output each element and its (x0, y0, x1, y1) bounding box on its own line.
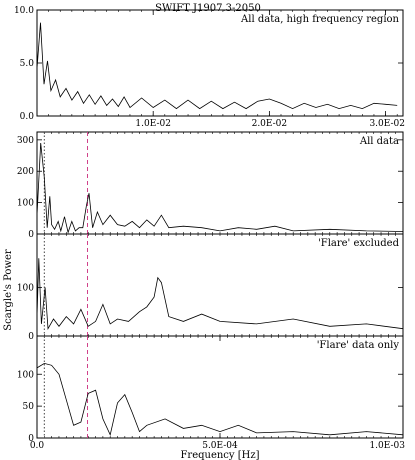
y-tick-label: 0.0 (20, 112, 35, 122)
x-tick-label: 5.0E-04 (202, 441, 238, 451)
x-tick-label: 0.0 (30, 441, 45, 451)
y-axis-label: Scargle's Power (3, 249, 14, 331)
chart-panel-3: 0 100 'Flare' excluded (17, 233, 404, 342)
panel-title: 'Flare' data only (317, 340, 400, 351)
x-tick-label: 2.0E-02 (252, 119, 288, 129)
y-tick-label: 100 (17, 370, 34, 380)
chart-panel-2: 0 100 200 300 All data (17, 131, 404, 240)
y-tick-label: 0 (28, 332, 34, 342)
panel-title: All data, high frequency region (240, 14, 400, 25)
x-tick-label: 3.0E-02 (369, 119, 405, 129)
x-tick-label: 1.0E-02 (135, 119, 171, 129)
y-tick-label: 200 (17, 167, 34, 177)
y-tick-label: 300 (17, 136, 34, 146)
y-tick-label: 0 (28, 230, 34, 240)
power-spectrum-line (36, 362, 404, 437)
plot-frame (36, 233, 404, 337)
y-tick-label: 5.0 (20, 59, 35, 69)
y-tick-label: 100 (17, 283, 34, 293)
y-tick-label: 0 (28, 434, 34, 444)
power-spectrum-line (36, 142, 404, 234)
figure-title: SWIFT J1907.3-2050 (155, 3, 261, 14)
chart-panel-1: 0.0 5.0 10.0 1.0E-02 2.0E-02 3.0E-02 All data,… (14, 6, 405, 129)
chart-panel-4: 0 50 100 0.0 5.0E-04 1.0E-03 'Flare' data only… (17, 335, 405, 460)
y-tick-label: 50 (23, 402, 35, 412)
x-tick-label: 1.0E-03 (369, 441, 405, 451)
chart-panels: 0.0 5.0 10.0 1.0E-02 2.0E-02 3.0E-02 All data,… (14, 6, 405, 460)
plot-frame (36, 335, 404, 439)
plot-frame (36, 9, 404, 117)
power-spectrum-line (36, 22, 398, 110)
power-spectrum-line (36, 258, 404, 331)
y-tick-label: 100 (17, 199, 34, 209)
y-tick-label: 10.0 (14, 6, 34, 16)
panel-title: 'Flare' excluded (318, 238, 400, 249)
panel-title: All data (359, 136, 399, 147)
x-axis-label: Frequency [Hz] (180, 450, 259, 460)
